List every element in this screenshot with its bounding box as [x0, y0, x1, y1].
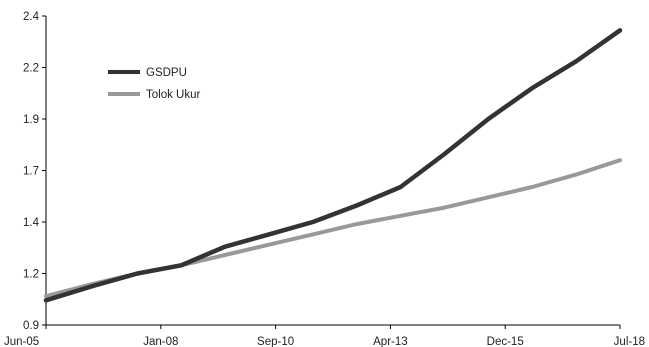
x-tick-label: Sep-10 [257, 336, 294, 347]
legend-label-gsdpu: GSDPU [146, 67, 187, 79]
x-tick-label: Dec-15 [487, 336, 524, 347]
series-layer [43, 28, 623, 303]
y-axis-ticks: 0.9 1.2 1.4 1.7 1.9 2.2 2.4 [23, 11, 46, 332]
x-axis-ticks: Jun-05 Jan-08 Sep-10 Apr-13 Dec-15 Jul-18 [4, 325, 645, 347]
x-tick-label: Jan-08 [143, 336, 178, 347]
x-tick-label: Apr-13 [373, 336, 408, 347]
y-tick-label: 2.4 [23, 11, 40, 23]
y-tick-label: 2.2 [23, 63, 39, 75]
series-line-gsdpu [43, 28, 623, 303]
y-tick-label: 0.9 [23, 320, 39, 332]
legend-label-tolok-ukur: Tolok Ukur [146, 89, 200, 101]
y-tick-label: 1.2 [23, 269, 39, 281]
y-tick-label: 1.9 [23, 114, 39, 126]
y-tick-label: 1.4 [23, 217, 40, 229]
legend: GSDPU Tolok Ukur [108, 67, 200, 101]
y-tick-label: 1.7 [23, 166, 39, 178]
x-tick-label: Jun-05 [4, 336, 39, 347]
x-tick-label: Jul-18 [614, 336, 645, 347]
